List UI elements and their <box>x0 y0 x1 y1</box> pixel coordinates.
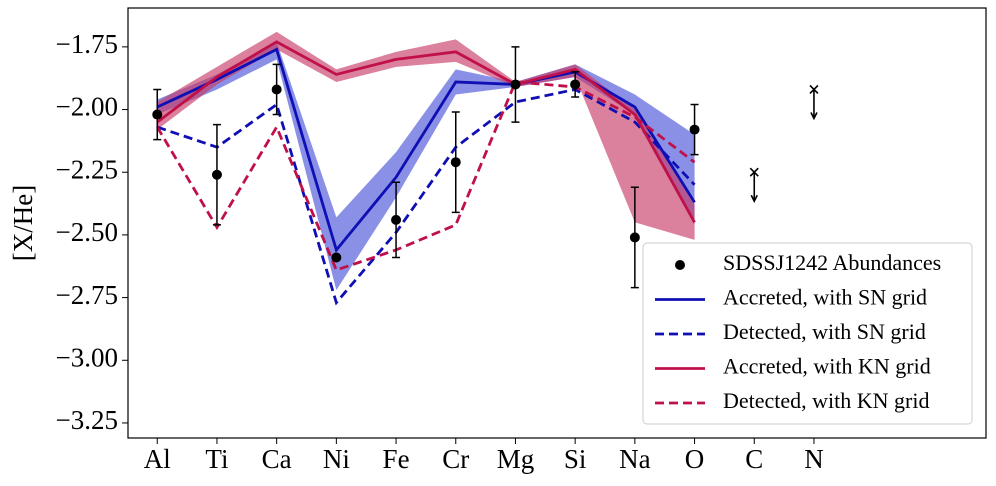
y-axis-label: [X/He] <box>8 185 38 261</box>
y-tick-label: −2.75 <box>56 280 118 310</box>
data-point <box>510 79 521 90</box>
plot-area <box>152 31 819 306</box>
data-point <box>211 169 222 180</box>
model-line <box>156 80 696 272</box>
model-line <box>156 40 696 224</box>
legend-box <box>642 242 973 425</box>
x-tick-label: O <box>685 444 705 474</box>
x-tick-label: Na <box>619 444 650 474</box>
y-tick-label: −2.25 <box>56 154 118 184</box>
x-tick-label: Mg <box>497 444 535 474</box>
x-tick-label: Fe <box>383 444 410 474</box>
data-point <box>570 79 581 90</box>
model-line <box>156 47 696 253</box>
x-tick-label: Ni <box>323 444 350 474</box>
y-tick-label: −3.00 <box>56 342 118 372</box>
data-point <box>450 157 461 168</box>
uncertainty-band <box>157 31 695 240</box>
data-point <box>152 109 163 120</box>
legend-label: Accreted, with KN grid <box>723 354 931 379</box>
x-tick-label: Cr <box>442 444 469 474</box>
legend-label: SDSSJ1242 Abundances <box>723 250 941 275</box>
x-tick-label: Al <box>144 444 171 474</box>
x-tick-label: Si <box>564 444 587 474</box>
model-line <box>156 88 696 306</box>
legend-label: Accreted, with SN grid <box>723 285 927 310</box>
legend-label: Detected, with SN grid <box>723 319 926 344</box>
plot-frame <box>127 7 987 439</box>
y-tick-label: −1.75 <box>56 29 118 59</box>
legend-label: Detected, with KN grid <box>723 388 930 413</box>
data-point <box>391 214 402 225</box>
legend-marker <box>675 260 685 270</box>
y-tick-label: −2.50 <box>56 217 118 247</box>
upper-limit <box>749 167 759 204</box>
data-point <box>271 84 282 95</box>
data-point <box>689 124 700 135</box>
x-tick-label: Ca <box>262 444 292 474</box>
data-point <box>629 232 640 243</box>
y-tick-label: −3.25 <box>56 405 118 435</box>
x-tick-label: C <box>745 444 763 474</box>
y-tick-label: −2.00 <box>56 92 118 122</box>
x-tick-label: N <box>804 444 824 474</box>
legend: SDSSJ1242 Abundances Accreted, with SN gr… <box>642 242 973 425</box>
data-point <box>331 252 342 263</box>
upper-limit <box>809 84 819 121</box>
x-tick-label: Ti <box>205 444 228 474</box>
